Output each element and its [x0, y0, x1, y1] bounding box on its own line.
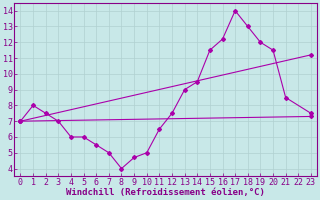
X-axis label: Windchill (Refroidissement éolien,°C): Windchill (Refroidissement éolien,°C): [66, 188, 265, 197]
